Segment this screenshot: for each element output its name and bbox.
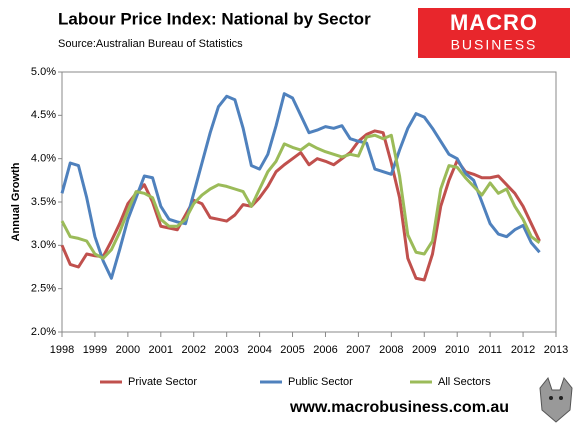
- x-tick-label: 2003: [214, 344, 238, 356]
- x-tick-label: 2013: [544, 344, 568, 356]
- series-line: [60, 92, 541, 280]
- y-tick-label: 3.0%: [31, 239, 56, 251]
- x-tick-label: 2002: [181, 344, 205, 356]
- legend-label: All Sectors: [438, 376, 491, 388]
- y-tick-label: 4.5%: [31, 109, 56, 121]
- wolf-icon: [539, 376, 573, 423]
- x-tick-label: 2006: [313, 344, 337, 356]
- y-tick-label: 4.0%: [31, 153, 56, 165]
- x-tick-label: 2012: [511, 344, 535, 356]
- legend-label: Private Sector: [128, 376, 197, 388]
- chart-title: Labour Price Index: National by Sector: [58, 9, 371, 28]
- y-tick-label: 2.0%: [31, 326, 56, 338]
- x-tick-label: 2004: [247, 344, 271, 356]
- y-tick-label: 5.0%: [31, 66, 56, 78]
- legend-label: Public Sector: [288, 376, 353, 388]
- x-tick-label: 2010: [445, 344, 469, 356]
- x-tick-label: 2011: [478, 344, 502, 356]
- chart-subtitle: Source:Australian Bureau of Statistics: [58, 38, 243, 50]
- x-tick-label: 2007: [346, 344, 370, 356]
- x-tick-label: 1999: [83, 344, 107, 356]
- x-tick-label: 2001: [149, 344, 173, 356]
- website: www.macrobusiness.com.au: [289, 399, 509, 416]
- y-axis-label: Annual Growth: [10, 162, 22, 241]
- logo-text: BUSINESS: [451, 37, 538, 53]
- x-tick-label: 1998: [50, 344, 74, 356]
- y-tick-label: 3.5%: [31, 196, 56, 208]
- x-tick-label: 2009: [412, 344, 436, 356]
- y-tick-label: 2.5%: [31, 283, 56, 295]
- x-tick-label: 2008: [379, 344, 403, 356]
- x-tick-label: 2005: [280, 344, 304, 356]
- series-line: [60, 133, 541, 260]
- logo-box: [418, 8, 570, 58]
- logo-text: MACRO: [450, 10, 538, 35]
- x-tick-label: 2000: [116, 344, 140, 356]
